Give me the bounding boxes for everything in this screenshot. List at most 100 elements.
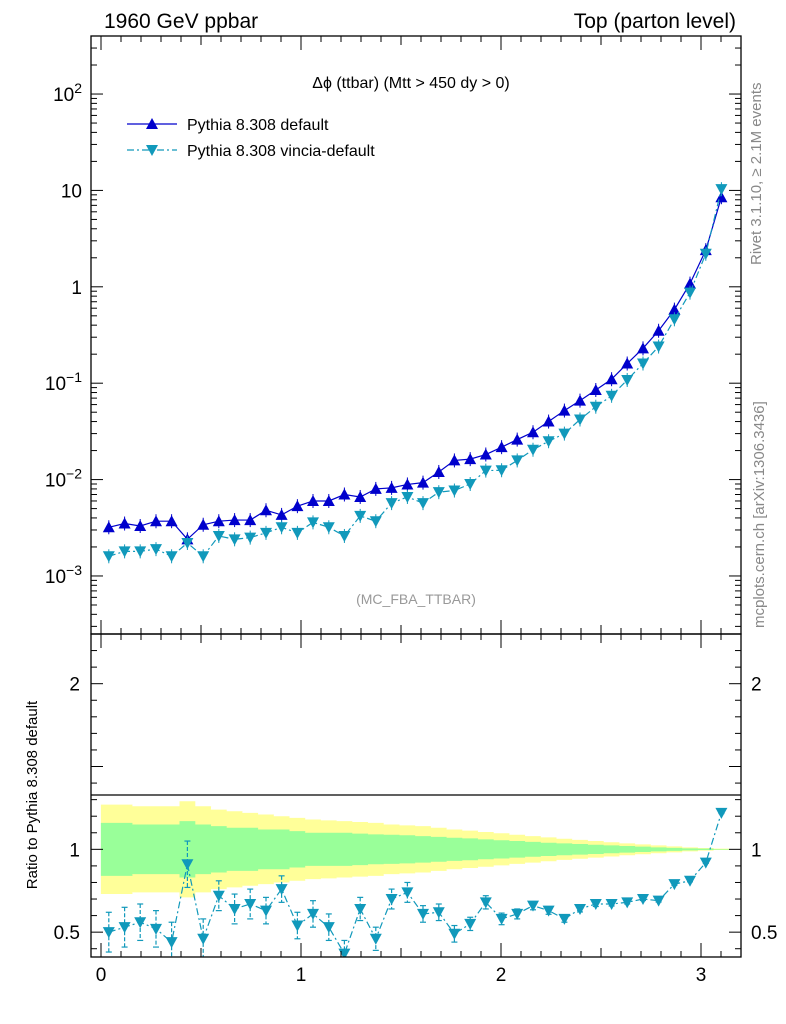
ratio-point <box>260 905 272 917</box>
main-point-0 <box>102 521 115 533</box>
ratio-point <box>432 907 445 919</box>
ratio-point <box>668 879 681 891</box>
ratio-y-tick-label-left: 1 <box>69 840 80 861</box>
ratio-point <box>417 908 429 920</box>
ratio-point <box>291 920 304 932</box>
main-point-1 <box>102 551 115 563</box>
main-point-0 <box>275 508 288 520</box>
main-point-1 <box>244 532 257 544</box>
main-point-1 <box>699 248 712 260</box>
main-point-0 <box>369 482 382 494</box>
main-point-0 <box>307 494 319 506</box>
ratio-point <box>479 897 492 909</box>
main-point-0 <box>134 519 147 531</box>
main-point-1 <box>495 465 508 477</box>
main-point-0 <box>432 465 445 477</box>
ratio-plot-panel: 0.5 0.5 1 1 2 2 0 1 2 3 <box>54 633 777 986</box>
ratio-x-tick-label: 0 <box>96 965 107 986</box>
main-point-0 <box>212 515 225 527</box>
main-point-0 <box>291 500 304 512</box>
main-point-0 <box>527 426 539 438</box>
main-point-0 <box>228 514 241 526</box>
main-y-tick-label: 10−1 <box>45 369 82 395</box>
main-point-0 <box>244 514 257 526</box>
legend-marker-default <box>146 118 158 129</box>
ratio-y-tick-label-right: 0.5 <box>751 923 777 944</box>
ratio-point <box>652 895 665 907</box>
ratio-point <box>134 917 147 929</box>
ratio-point <box>322 922 335 934</box>
main-point-0 <box>197 518 210 530</box>
ratio-point <box>401 887 414 899</box>
main-series-line-1 <box>108 189 722 558</box>
ratio-point <box>511 908 524 920</box>
main-y-tick-label: 10−3 <box>45 562 82 588</box>
ratio-y-tick-label-left: 0.5 <box>54 923 80 944</box>
ratio-point <box>181 859 194 871</box>
ratio-point <box>589 898 602 910</box>
main-point-0 <box>511 433 524 445</box>
ratio-point <box>464 918 477 930</box>
ratio-series-line <box>108 812 722 956</box>
ratio-point <box>574 903 586 915</box>
main-point-0 <box>542 415 555 427</box>
plot-title: Δϕ (ttbar) (Mtt > 450 dy > 0) <box>312 75 510 92</box>
main-point-1 <box>715 184 728 196</box>
ratio-point <box>369 933 382 945</box>
main-point-1 <box>338 530 351 542</box>
ratio-point <box>307 908 319 920</box>
main-point-1 <box>197 551 210 563</box>
main-point-0 <box>652 324 665 336</box>
header-left: 1960 GeV ppbar <box>104 10 258 33</box>
ratio-point <box>684 875 696 887</box>
ratio-x-tick-label: 1 <box>296 965 307 986</box>
main-point-1 <box>637 358 649 370</box>
main-point-1 <box>589 401 602 413</box>
header-right: Top (parton level) <box>574 10 736 33</box>
ratio-point <box>448 928 461 940</box>
main-point-1 <box>464 478 477 490</box>
ratio-point <box>385 894 398 906</box>
legend-label-default: Pythia 8.308 default <box>187 117 329 134</box>
main-point-1 <box>479 465 492 477</box>
legend: Pythia 8.308 default Pythia 8.308 vincia… <box>127 117 375 160</box>
main-point-0 <box>589 383 602 395</box>
ratio-series-group <box>102 807 728 957</box>
ratio-y-tick-label-left: 2 <box>69 675 80 696</box>
ratio-point <box>228 903 241 915</box>
ratio-point <box>542 905 555 917</box>
main-point-0 <box>668 303 681 315</box>
main-point-0 <box>385 481 398 493</box>
main-point-0 <box>322 494 335 506</box>
main-point-1 <box>118 546 131 558</box>
ratio-x-tick-label: 2 <box>496 965 507 986</box>
main-point-0 <box>558 404 571 416</box>
main-point-1 <box>275 522 288 534</box>
main-point-1 <box>684 287 696 299</box>
ratio-y-tick-label-right: 2 <box>751 675 762 696</box>
ratio-point <box>244 898 257 910</box>
main-point-1 <box>134 546 147 558</box>
main-point-1 <box>322 522 335 534</box>
main-point-1 <box>165 551 178 563</box>
main-point-1 <box>212 530 225 542</box>
ratio-ylabel: Ratio to Pythia 8.308 default <box>24 700 41 889</box>
main-point-0 <box>260 504 272 516</box>
ratio-point <box>338 948 351 957</box>
analysis-label: (MC_FBA_TTBAR) <box>356 591 476 607</box>
main-point-0 <box>637 342 649 354</box>
main-point-1 <box>307 517 319 529</box>
main-y-tick-label: 10 <box>61 181 82 202</box>
main-point-0 <box>605 373 618 385</box>
ratio-x-tick-label: 3 <box>696 965 707 986</box>
rivet-label: Rivet 3.1.10, ≥ 2.1M events <box>748 83 765 266</box>
ratio-point <box>118 922 131 934</box>
main-point-0 <box>338 488 351 500</box>
ratio-point <box>558 913 571 925</box>
main-point-0 <box>150 515 162 527</box>
ratio-point <box>495 913 508 925</box>
main-point-0 <box>448 454 461 466</box>
main-point-1 <box>417 498 429 510</box>
ratio-point <box>605 898 618 910</box>
ratio-point <box>621 897 634 909</box>
